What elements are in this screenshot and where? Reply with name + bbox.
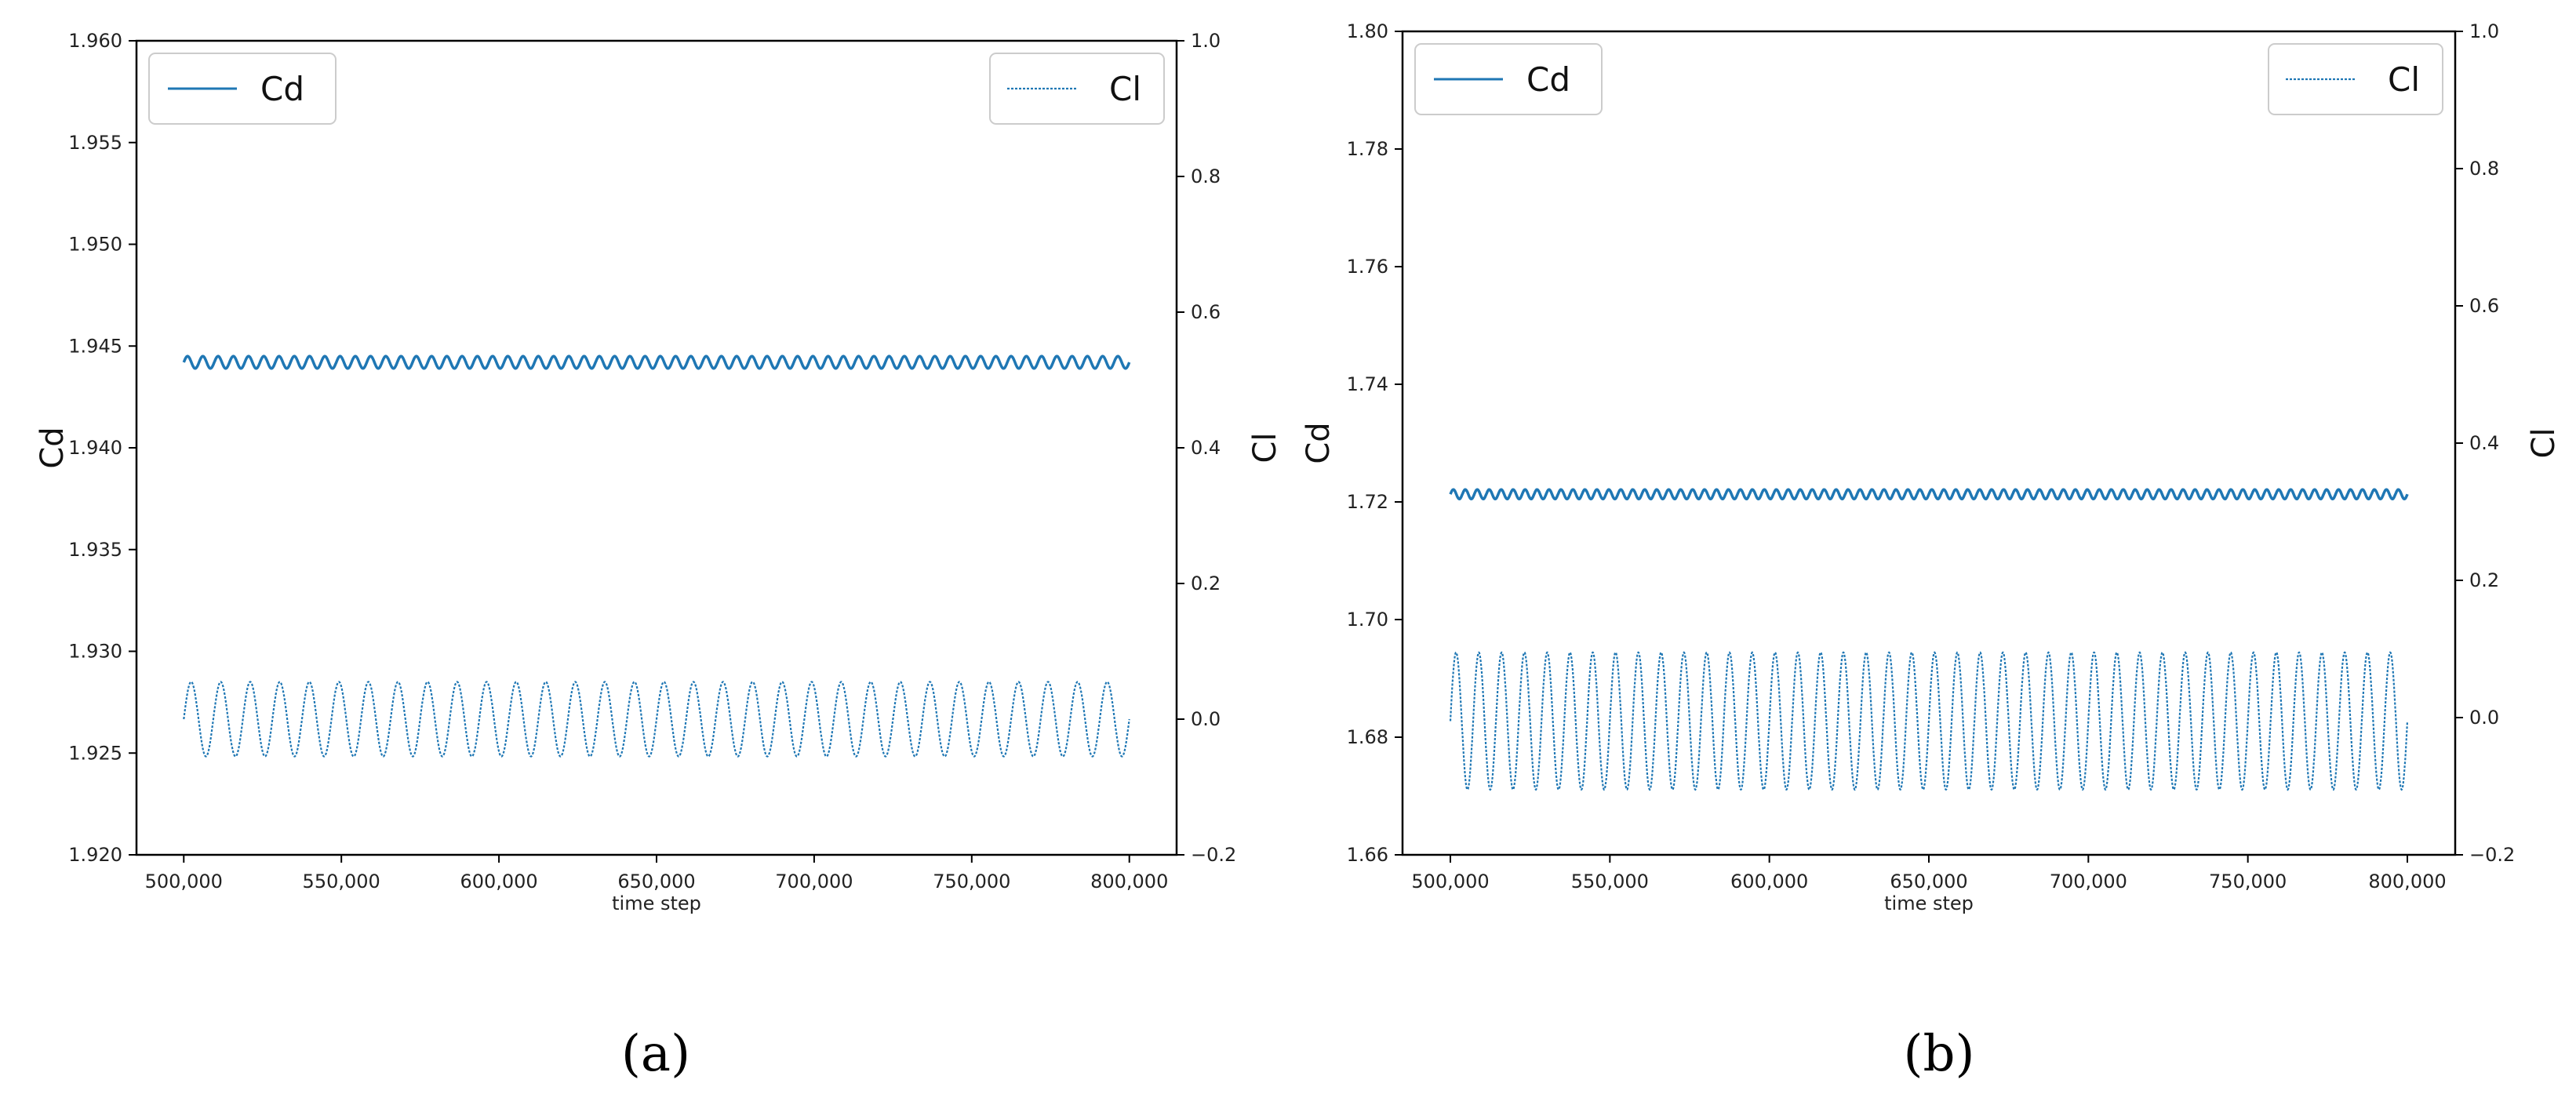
chart-panel-b: 500,000 550,000 600,000 650,000 700,000 750,0…	[1301, 20, 2562, 1083]
x-tick-label: 550,000	[1571, 871, 1649, 892]
legend-right: Cl	[2268, 43, 2443, 115]
y-right-tick-label: 0.4	[1191, 437, 1221, 459]
y-right-tick-label: 0.6	[1191, 301, 1221, 323]
legend-label-cd: Cd	[260, 70, 304, 108]
x-tick-label: 500,000	[145, 871, 223, 892]
series-line-cd	[182, 354, 1131, 370]
panel-label: (a)	[621, 1025, 690, 1083]
x-tick-label: 700,000	[2050, 871, 2127, 892]
x-tick-label: 650,000	[617, 871, 695, 892]
y-left-tick-label: 1.66	[1347, 844, 1388, 866]
y-left-tick-label: 1.940	[68, 437, 122, 459]
legend-box	[989, 53, 1165, 125]
series-line-cd	[1449, 488, 2409, 500]
y-left-tick-label: 1.930	[68, 641, 122, 663]
y-right-tick-label: −0.2	[1191, 844, 1236, 866]
y-right-tick-label: 0.8	[1191, 165, 1221, 187]
y-left-tick-label: 1.78	[1347, 138, 1388, 160]
legend-label-cl: Cl	[2388, 60, 2420, 99]
y-right-tick-label: −0.2	[2469, 844, 2515, 866]
legend-right: Cl	[989, 53, 1165, 125]
y-right-tick-label: 1.0	[2469, 20, 2499, 42]
y-left-tick-label: 1.950	[68, 234, 122, 256]
y-left-tick-label: 1.74	[1347, 373, 1388, 395]
x-axis-label: time step	[612, 892, 701, 914]
y-left-tick-label: 1.955	[68, 132, 122, 154]
y-right-axis-label: Cl	[2526, 427, 2562, 458]
y-left-tick-label: 1.925	[68, 742, 122, 764]
x-tick-label: 600,000	[1730, 871, 1808, 892]
x-axis-label: time step	[1884, 892, 1974, 914]
legend-box	[2268, 43, 2443, 115]
x-tick-label: 500,000	[1411, 871, 1489, 892]
x-tick-label: 700,000	[775, 871, 853, 892]
y-left-tick-label: 1.920	[68, 844, 122, 866]
legend-left: Cd	[148, 53, 337, 125]
panel-label: (b)	[1904, 1025, 1975, 1083]
x-tick-label: 750,000	[2209, 871, 2287, 892]
y-right-tick-label: 0.0	[1191, 708, 1221, 730]
y-right-tick-label: 0.6	[2469, 295, 2499, 317]
series-line-cl	[1449, 651, 2409, 791]
legend-box	[148, 53, 337, 125]
y-right-axis-label: Cl	[1247, 432, 1283, 463]
y-left-tick-label: 1.68	[1347, 726, 1388, 748]
y-left-axis-label: Cd	[1301, 422, 1337, 463]
x-tick-label: 550,000	[303, 871, 380, 892]
x-tick-label: 600,000	[460, 871, 537, 892]
chart-panel-a: 500,000 550,000 600,000 650,000 700,000 750,0…	[35, 30, 1283, 1083]
y-right-tick-label: 0.2	[1191, 572, 1221, 594]
x-tick-label: 750,000	[933, 871, 1010, 892]
y-right-tick-label: 0.8	[2469, 158, 2499, 180]
plot-frame	[1401, 30, 2457, 856]
y-left-tick-label: 1.80	[1347, 20, 1388, 42]
y-right-tick-label: 0.0	[2469, 707, 2499, 729]
legend-box	[1414, 43, 1603, 115]
legend-label-cd: Cd	[1526, 60, 1570, 99]
y-left-tick-label: 1.72	[1347, 491, 1388, 513]
y-left-tick-label: 1.70	[1347, 609, 1388, 631]
y-right-tick-label: 0.2	[2469, 569, 2499, 591]
y-right-tick-label: 1.0	[1191, 30, 1221, 52]
y-left-axis-label: Cd	[35, 427, 71, 468]
y-right-tick-label: 0.4	[2469, 432, 2499, 454]
y-left-tick-label: 1.76	[1347, 256, 1388, 278]
y-left-tick-label: 1.960	[68, 30, 122, 52]
series-line-cl	[183, 681, 1130, 758]
legend-label-cl: Cl	[1109, 70, 1141, 108]
y-left-tick-label: 1.945	[68, 335, 122, 357]
x-tick-label: 800,000	[2368, 871, 2446, 892]
legend-left: Cd	[1414, 43, 1603, 115]
y-left-tick-label: 1.935	[68, 539, 122, 561]
plot-frame	[135, 39, 1178, 856]
x-tick-label: 650,000	[1890, 871, 1967, 892]
x-tick-label: 800,000	[1090, 871, 1168, 892]
